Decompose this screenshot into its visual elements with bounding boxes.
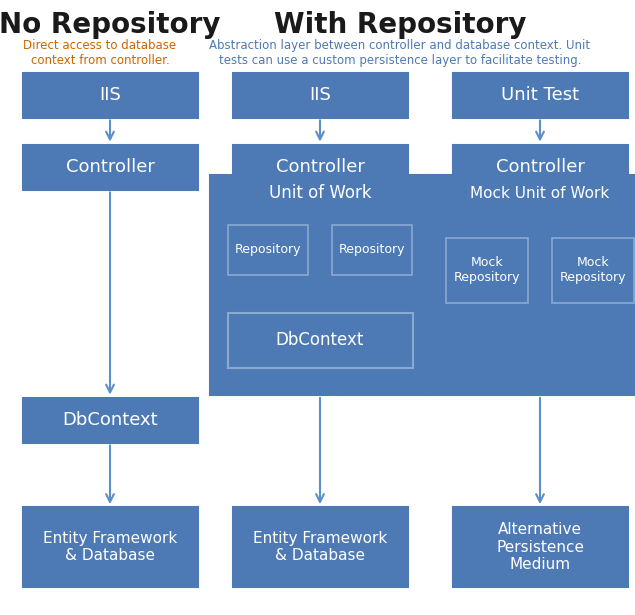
Text: No Repository: No Repository [0, 11, 221, 39]
Text: Repository: Repository [235, 244, 301, 256]
Text: DbContext: DbContext [276, 331, 364, 349]
Bar [22, 73, 197, 117]
Text: With Repository: With Repository [274, 11, 526, 39]
Bar [552, 237, 634, 303]
Text: Unit Test: Unit Test [501, 86, 579, 104]
Bar [453, 73, 627, 117]
Text: Mock
Repository: Mock Repository [559, 256, 626, 284]
Text: Abstraction layer between controller and database context. Unit
tests can use a : Abstraction layer between controller and… [210, 39, 591, 67]
Bar [232, 73, 408, 117]
Text: Mock
Repository: Mock Repository [454, 256, 520, 284]
Bar [232, 507, 408, 587]
Bar [453, 145, 627, 189]
Text: IIS: IIS [99, 86, 121, 104]
Text: Repository: Repository [338, 244, 405, 256]
Bar [453, 507, 627, 587]
Bar [228, 225, 308, 275]
Text: Entity Framework
& Database: Entity Framework & Database [43, 531, 177, 563]
Text: Controller: Controller [495, 158, 584, 176]
Text: Controller: Controller [65, 158, 154, 176]
Text: Alternative
Persistence
Medium: Alternative Persistence Medium [496, 522, 584, 572]
Text: IIS: IIS [309, 86, 331, 104]
Text: Direct access to database
context from controller.: Direct access to database context from c… [23, 39, 177, 67]
Text: Unit of Work: Unit of Work [269, 184, 371, 202]
Text: DbContext: DbContext [62, 411, 158, 429]
Text: Mock Unit of Work: Mock Unit of Work [471, 186, 610, 200]
Bar [332, 225, 412, 275]
Bar [446, 237, 528, 303]
Bar [210, 175, 430, 395]
Bar [22, 507, 197, 587]
Text: Entity Framework
& Database: Entity Framework & Database [253, 531, 387, 563]
Bar [227, 312, 413, 368]
Text: Controller: Controller [276, 158, 364, 176]
Bar [22, 145, 197, 189]
Bar [232, 145, 408, 189]
Bar [22, 397, 197, 443]
Bar [430, 175, 635, 395]
